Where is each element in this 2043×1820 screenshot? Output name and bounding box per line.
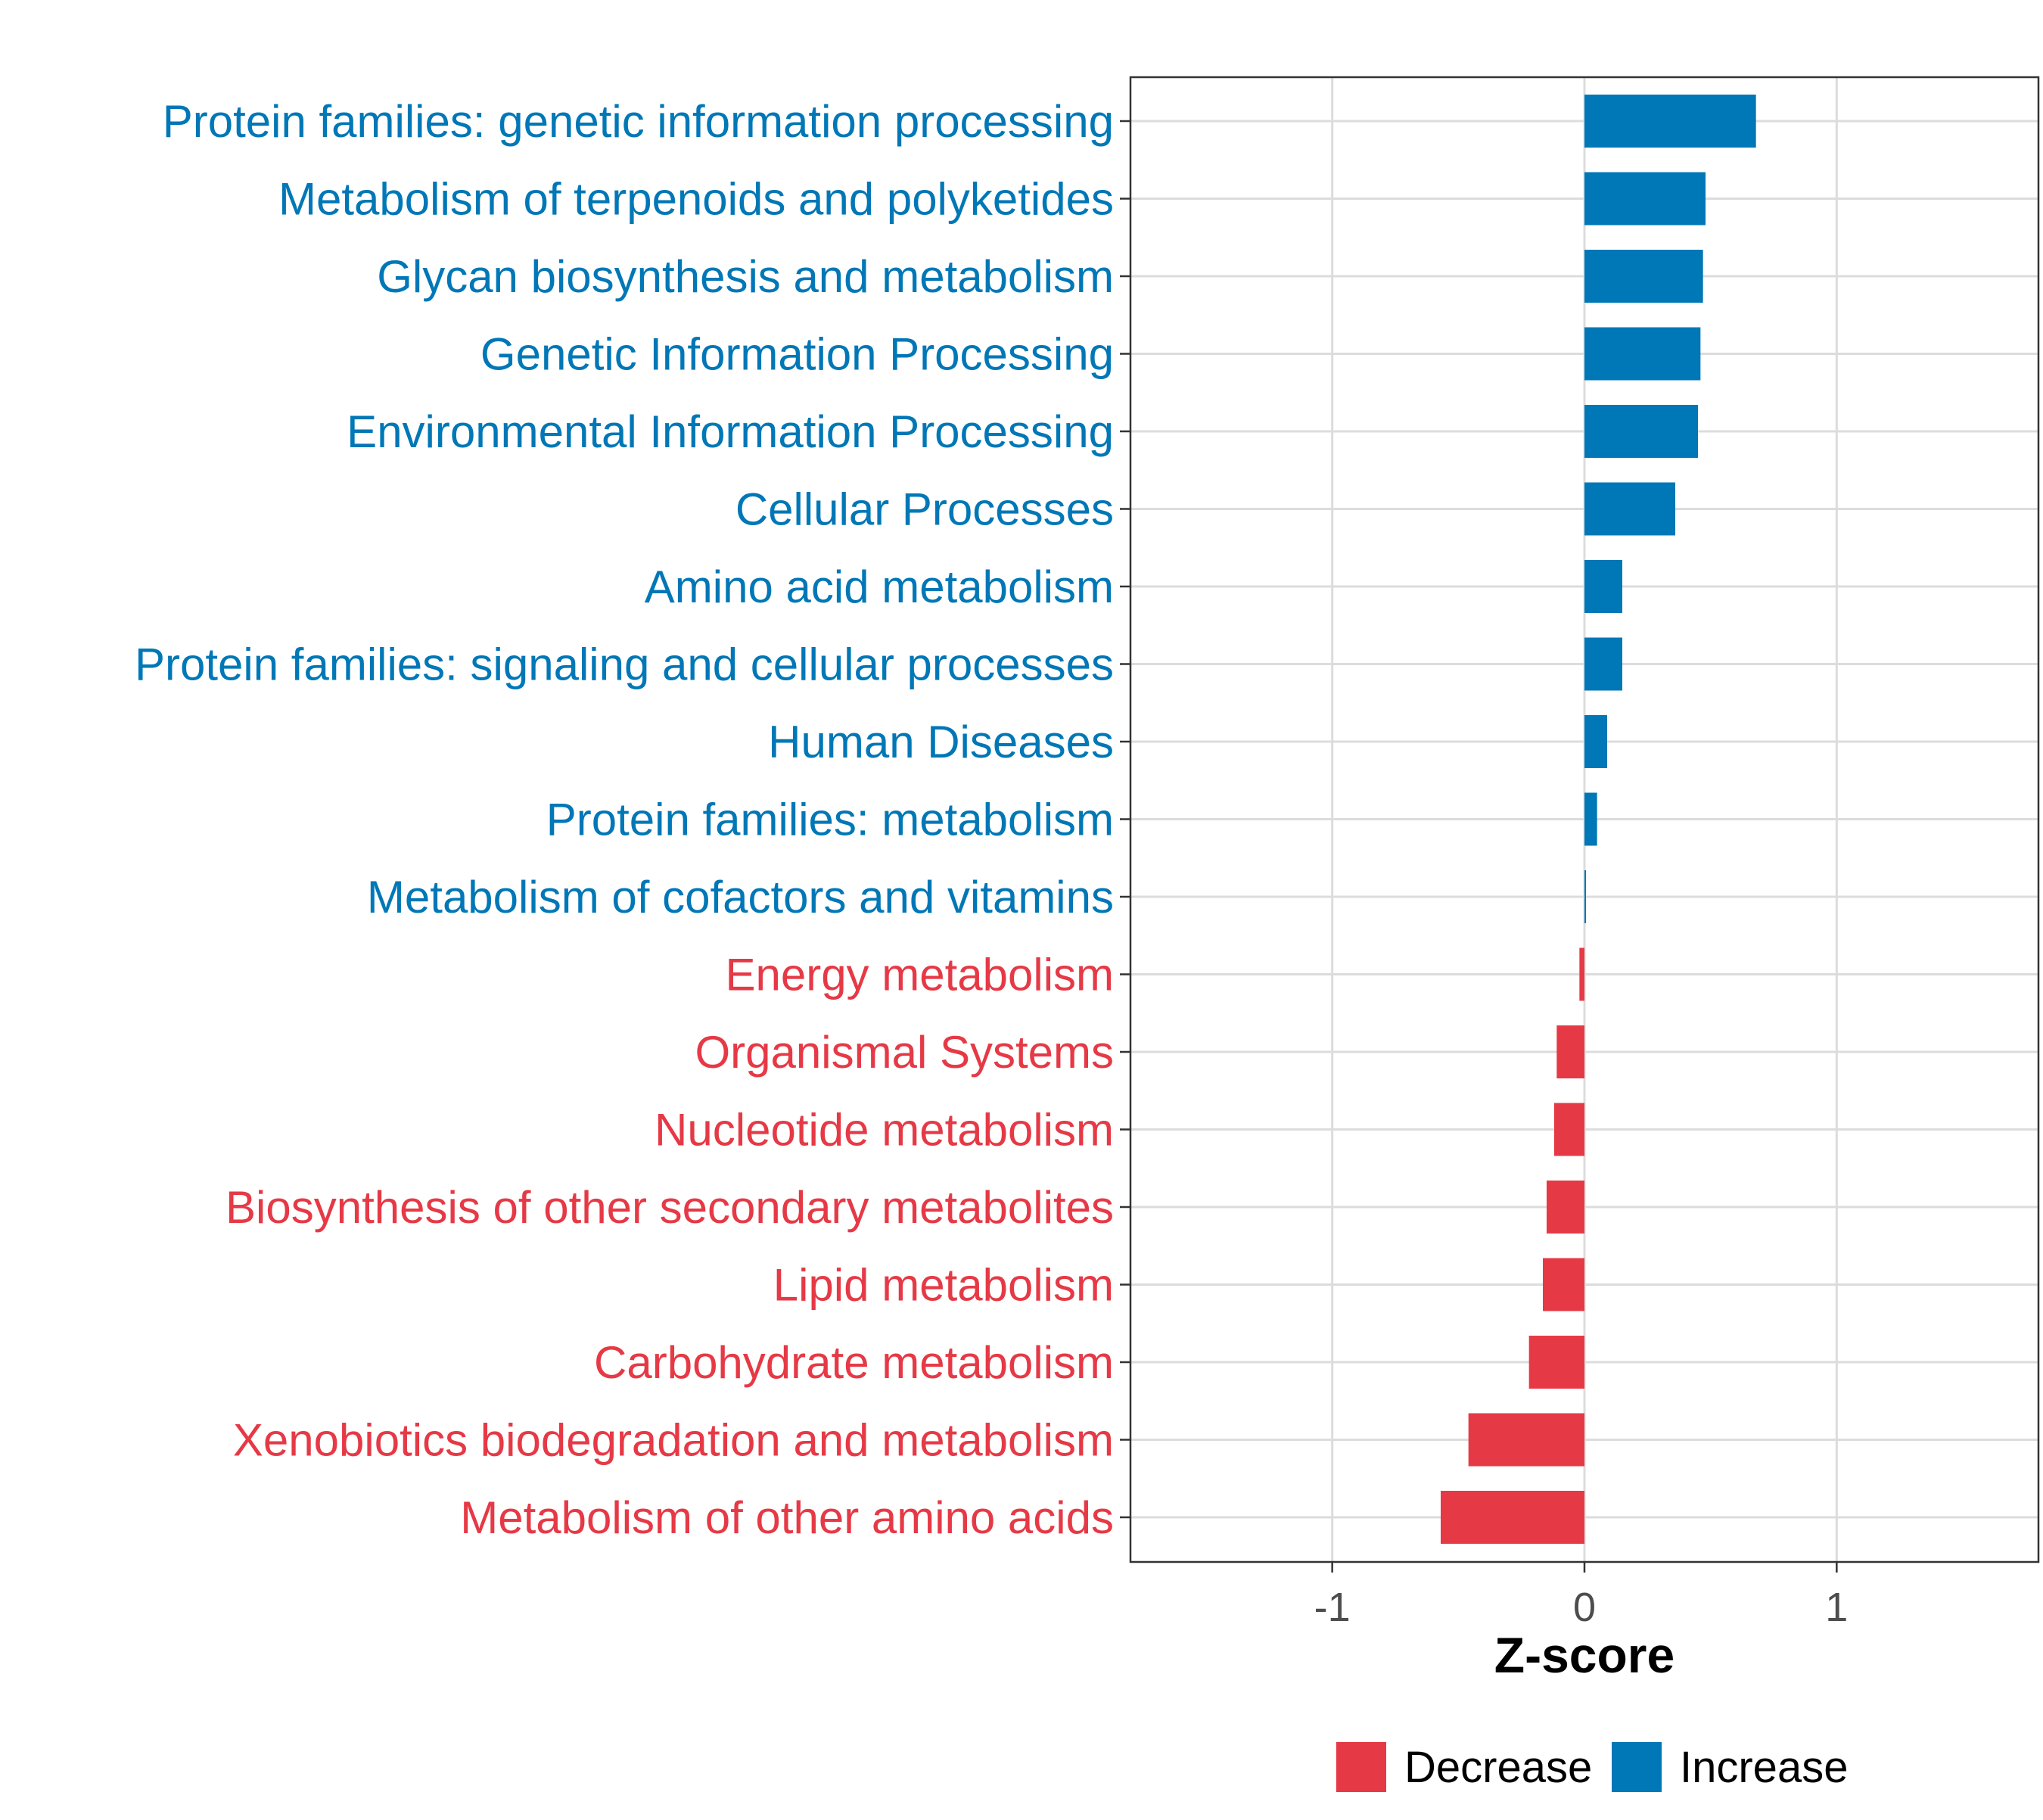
- legend-key-increase: [1612, 1742, 1662, 1792]
- category-label: Metabolism of terpenoids and polyketides: [278, 174, 1114, 225]
- legend-label-increase: Increase: [1680, 1743, 1848, 1792]
- bar-layer: [1441, 95, 1756, 1544]
- bar: [1528, 1336, 1584, 1389]
- legend-key-decrease: [1336, 1742, 1386, 1792]
- category-label: Glycan biosynthesis and metabolism: [377, 251, 1114, 302]
- category-label: Energy metabolism: [725, 950, 1114, 1000]
- bar: [1584, 637, 1622, 691]
- category-label: Environmental Information Processing: [347, 406, 1114, 457]
- category-label: Metabolism of cofactors and vitamins: [367, 872, 1114, 922]
- category-label: Organismal Systems: [695, 1027, 1114, 1078]
- category-label: Genetic Information Processing: [480, 329, 1114, 380]
- x-tick-label: 1: [1825, 1585, 1848, 1630]
- bar: [1556, 1025, 1584, 1078]
- category-label: Lipid metabolism: [773, 1260, 1114, 1311]
- x-tick-marks: -1 0 1: [1314, 1562, 1848, 1630]
- bar: [1584, 482, 1675, 536]
- legend: Decrease Increase: [1336, 1742, 1848, 1792]
- category-labels: Protein families: genetic information pr…: [135, 96, 1114, 1543]
- bar: [1584, 327, 1701, 381]
- bar: [1584, 560, 1622, 613]
- x-axis-title: Z-score: [1494, 1627, 1675, 1683]
- category-label: Xenobiotics biodegradation and metabolis…: [233, 1415, 1114, 1466]
- category-label: Carbohydrate metabolism: [594, 1337, 1114, 1388]
- bar: [1584, 95, 1756, 148]
- bar: [1584, 405, 1698, 458]
- category-label: Human Diseases: [768, 717, 1114, 767]
- category-label: Metabolism of other amino acids: [460, 1492, 1114, 1543]
- bar: [1584, 870, 1586, 923]
- category-label: Protein families: metabolism: [546, 795, 1114, 845]
- bar: [1584, 172, 1706, 226]
- bar: [1584, 250, 1703, 303]
- bar: [1584, 715, 1607, 768]
- bar: [1584, 792, 1597, 846]
- category-label: Biosynthesis of other secondary metaboli…: [225, 1182, 1114, 1233]
- category-label: Nucleotide metabolism: [655, 1105, 1114, 1156]
- category-label: Protein families: genetic information pr…: [163, 96, 1114, 147]
- category-label: Protein families: signaling and cellular…: [135, 639, 1114, 690]
- bar: [1547, 1181, 1584, 1234]
- bar: [1579, 947, 1584, 1001]
- bar: [1554, 1103, 1584, 1156]
- bar: [1441, 1491, 1584, 1544]
- x-tick-label: -1: [1314, 1585, 1351, 1630]
- bar: [1468, 1413, 1584, 1467]
- category-label: Cellular Processes: [735, 484, 1114, 535]
- bar: [1543, 1258, 1584, 1311]
- legend-label-decrease: Decrease: [1404, 1743, 1592, 1792]
- x-tick-label: 0: [1573, 1585, 1596, 1630]
- category-label: Amino acid metabolism: [645, 562, 1114, 612]
- y-tick-marks: [1120, 120, 1130, 1519]
